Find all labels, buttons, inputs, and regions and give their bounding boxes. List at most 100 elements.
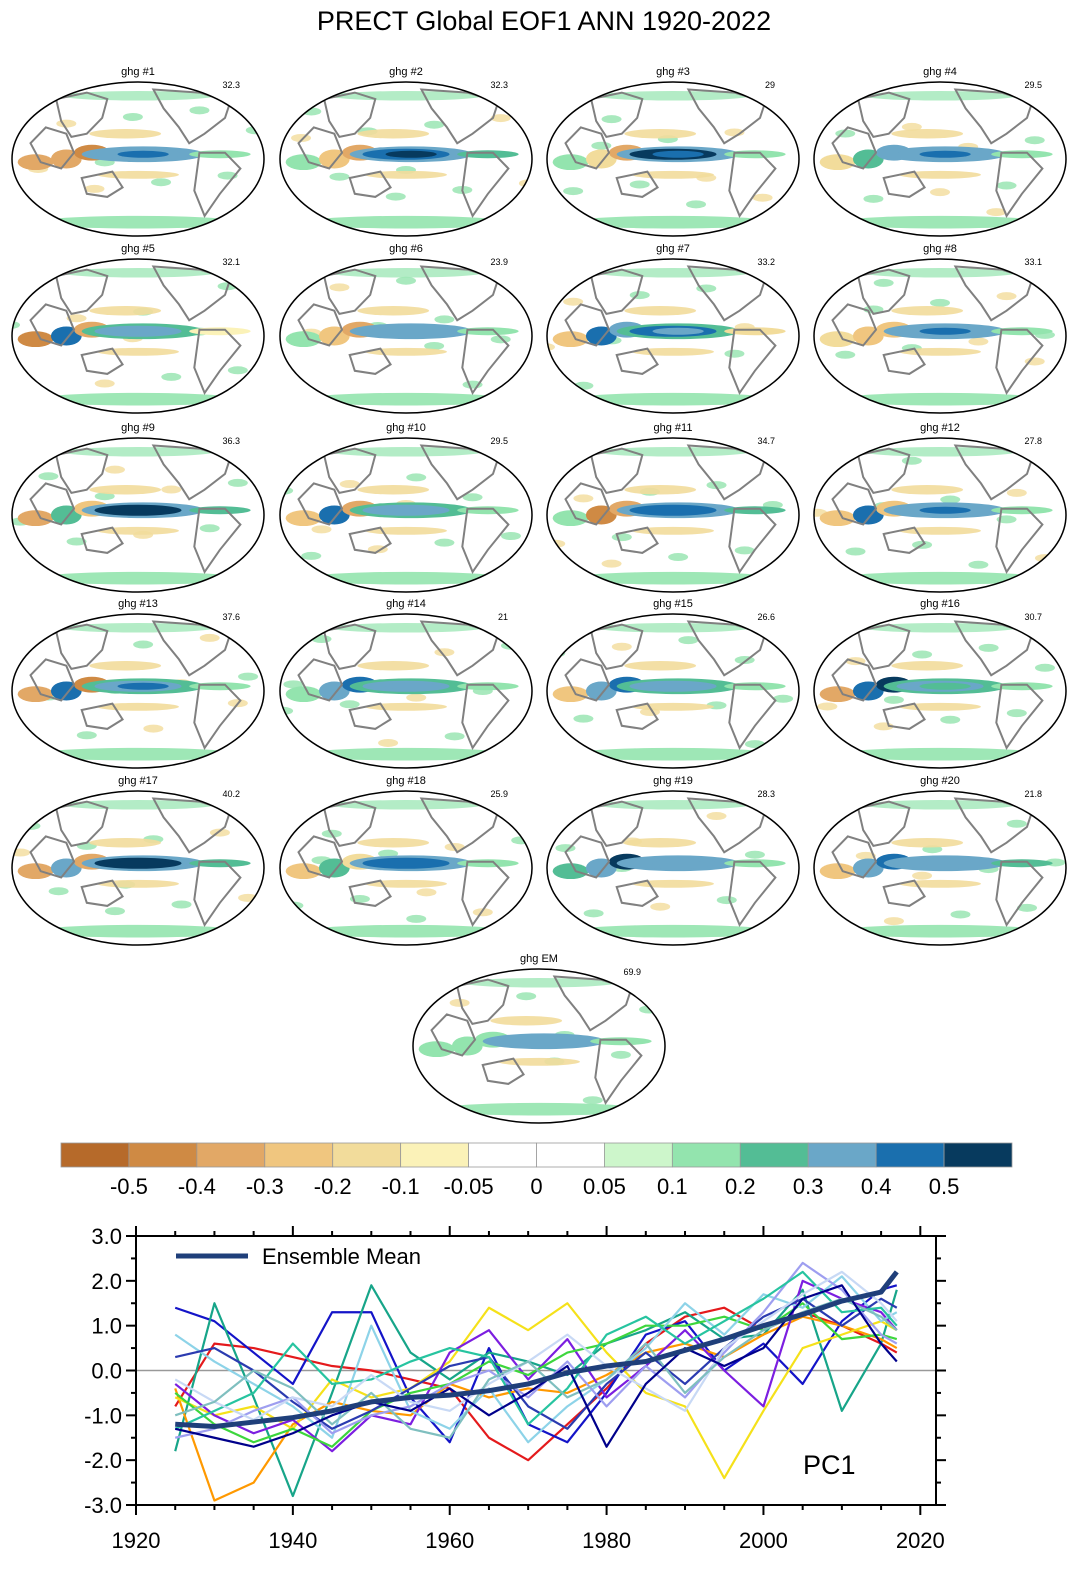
robinson-map — [813, 613, 1067, 769]
explained-variance-label: 21 — [497, 612, 508, 622]
eof-map-panel: ghg #16 30.7 — [812, 598, 1068, 773]
eof-map-panel: ghg #19 28.3 — [545, 775, 801, 950]
ensemble-mean-line — [175, 1270, 899, 1430]
explained-variance-label: 29.5 — [1024, 80, 1042, 90]
colorbar-label: 0.4 — [861, 1174, 892, 1199]
colorbar-swatch — [332, 1142, 402, 1168]
explained-variance-label: 32.3 — [222, 80, 240, 90]
robinson-map — [11, 437, 265, 593]
panel-title: ghg #19 — [653, 775, 693, 787]
explained-variance-label: 37.6 — [222, 612, 240, 622]
eof-map-panel: ghg #14 21 — [278, 598, 534, 773]
robinson-map — [412, 968, 666, 1124]
colorbar-swatch — [264, 1142, 334, 1168]
explained-variance-label: 32.1 — [222, 257, 240, 267]
eof-map-panel: ghg #12 27.8 — [812, 422, 1068, 597]
explained-variance-label: 29 — [764, 80, 775, 90]
x-tick-label: 1980 — [582, 1528, 631, 1553]
member-series-line — [174, 1297, 898, 1430]
member-series-line — [174, 1302, 898, 1480]
panel-title: ghg #7 — [656, 243, 690, 255]
member-series-line — [174, 1284, 898, 1444]
robinson-map — [279, 437, 533, 593]
panel-title: ghg #4 — [923, 66, 957, 78]
panel-title: ghg #6 — [389, 243, 423, 255]
explained-variance-label: 32.3 — [490, 80, 508, 90]
colorbar-label: -0.05 — [443, 1174, 493, 1199]
colorbar-swatch — [604, 1142, 673, 1168]
panel-title: ghg #2 — [389, 66, 423, 78]
robinson-map — [279, 258, 533, 414]
colorbar-swatch — [739, 1142, 809, 1168]
colorbar-swatch — [671, 1142, 741, 1168]
colorbar-label: 0 — [530, 1174, 542, 1199]
panel-title: ghg EM — [520, 953, 558, 965]
member-series-line — [174, 1284, 898, 1498]
x-tick-label: 1960 — [425, 1528, 474, 1553]
robinson-map — [813, 258, 1067, 414]
y-tick-label: -3.0 — [84, 1493, 122, 1518]
robinson-map — [11, 790, 265, 946]
eof-map-panel: ghg #2 32.3 — [278, 66, 534, 241]
colorbar-swatch — [875, 1142, 945, 1168]
panel-title: ghg #16 — [920, 598, 960, 610]
eof-map-panel: ghg #17 40.2 — [10, 775, 266, 950]
colorbar-label: 0.1 — [657, 1174, 688, 1199]
explained-variance-label: 33.1 — [1024, 257, 1042, 267]
colorbar-swatch — [128, 1142, 198, 1168]
panel-title: ghg #18 — [386, 775, 426, 787]
colorbar-swatch — [400, 1142, 469, 1168]
colorbar-label: 0.3 — [793, 1174, 824, 1199]
eof-map-panel: ghg #1 32.3 — [10, 66, 266, 241]
colorbar-swatch — [536, 1142, 605, 1168]
robinson-map — [546, 790, 800, 946]
eof-map-panel: ghg #18 25.9 — [278, 775, 534, 950]
robinson-map — [813, 81, 1067, 237]
eof-map-panel: ghg #8 33.1 — [812, 243, 1068, 418]
explained-variance-label: 29.5 — [490, 436, 508, 446]
panel-title: ghg #14 — [386, 598, 426, 610]
eof-map-panel: ghg #9 36.3 — [10, 422, 266, 597]
eof-map-panel: ghg #6 23.9 — [278, 243, 534, 418]
eof-map-panel: ghg EM 69.9 — [411, 953, 667, 1128]
explained-variance-label: 69.9 — [623, 967, 641, 977]
legend-label: Ensemble Mean — [262, 1244, 421, 1269]
panel-title: ghg #1 — [121, 66, 155, 78]
x-tick-label: 1940 — [268, 1528, 317, 1553]
robinson-map — [279, 81, 533, 237]
eof-map-panel: ghg #13 37.6 — [10, 598, 266, 773]
colorbar-label: 0.05 — [583, 1174, 626, 1199]
y-tick-label: -1.0 — [84, 1403, 122, 1428]
eof-map-panel: ghg #5 32.1 — [10, 243, 266, 418]
colorbar-swatch — [807, 1142, 877, 1168]
colorbar-swatch — [943, 1142, 1013, 1168]
robinson-map — [11, 258, 265, 414]
eof-map-panel: ghg #3 29 — [545, 66, 801, 241]
y-tick-label: -2.0 — [84, 1448, 122, 1473]
explained-variance-label: 28.3 — [757, 789, 775, 799]
colorbar-label: -0.3 — [246, 1174, 284, 1199]
eof-map-panel: ghg #4 29.5 — [812, 66, 1068, 241]
x-tick-label: 1920 — [112, 1528, 161, 1553]
x-tick-label: 2020 — [896, 1528, 945, 1553]
panel-title: ghg #20 — [920, 775, 960, 787]
eof-map-panel: ghg #7 33.2 — [545, 243, 801, 418]
panel-title: ghg #5 — [121, 243, 155, 255]
explained-variance-label: 23.9 — [490, 257, 508, 267]
panel-title: ghg #9 — [121, 422, 155, 434]
chart-annotation: PC1 — [803, 1450, 856, 1480]
y-tick-label: 1.0 — [91, 1314, 122, 1339]
y-tick-label: 0.0 — [91, 1359, 122, 1384]
explained-variance-label: 40.2 — [222, 789, 240, 799]
explained-variance-label: 25.9 — [490, 789, 508, 799]
figure-title: PRECT Global EOF1 ANN 1920-2022 — [316, 6, 772, 36]
robinson-map — [813, 437, 1067, 593]
robinson-map — [546, 81, 800, 237]
explained-variance-label: 27.8 — [1024, 436, 1042, 446]
panel-title: ghg #8 — [923, 243, 957, 255]
colorbar-label: -0.1 — [382, 1174, 420, 1199]
panel-title: ghg #13 — [118, 598, 158, 610]
explained-variance-label: 21.8 — [1024, 789, 1042, 799]
robinson-map — [546, 613, 800, 769]
